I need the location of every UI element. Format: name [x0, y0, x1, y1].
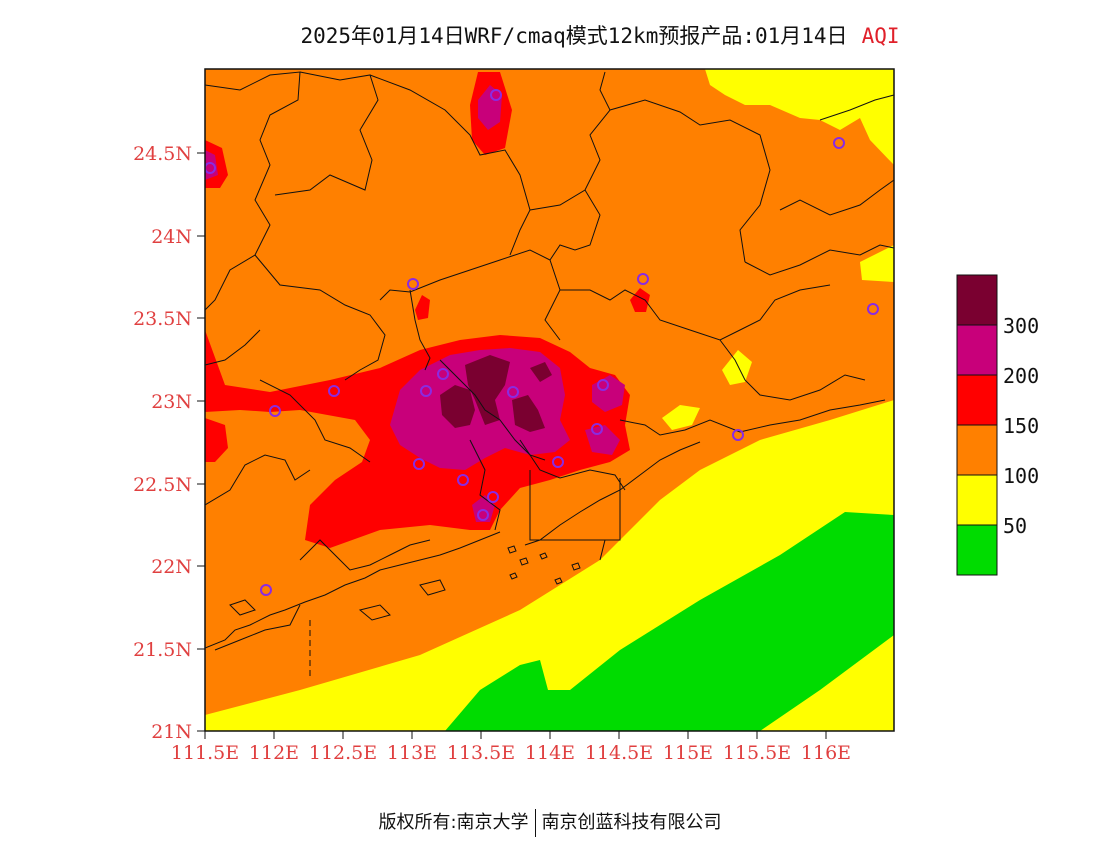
legend-swatch-unhealthy: [956, 374, 998, 426]
legend-swatch-moderate: [956, 424, 998, 476]
legend-label: 100: [1003, 464, 1039, 488]
x-tick-label: 112E: [249, 742, 299, 764]
station-marker: [413, 458, 425, 470]
aqi-zone-good-east: [860, 245, 894, 282]
aqi-field: [205, 69, 894, 731]
x-tick-label: 115.5E: [723, 742, 791, 764]
page-title: 2025年01月14日WRF/cmaq模式12km预报产品:01月14日 AQI: [0, 20, 1100, 54]
station-marker: [507, 386, 519, 398]
aqi-zone-hazardous-3: [512, 395, 545, 432]
variable-label: AQI: [861, 24, 900, 48]
station-marker: [732, 429, 744, 441]
aqi-zone-very-unhealthy-north: [478, 85, 502, 130]
x-axis: [204, 731, 827, 739]
copyright-footer: 版权所有:南京大学 南京创蓝科技有限公司: [0, 808, 1100, 838]
station-marker: [490, 89, 502, 101]
legend-swatch-very-unhealthy: [956, 324, 998, 376]
footer-divider: [534, 809, 536, 837]
aqi-zone-good-coast1: [722, 350, 752, 385]
aqi-zone-unhealthy-spot3: [630, 288, 650, 312]
x-tick-label: 114E: [525, 742, 575, 764]
y-tick-label: 22N: [151, 556, 192, 578]
copyright-company: 南京创蓝科技有限公司: [541, 812, 722, 833]
x-tick-label: 115E: [663, 742, 713, 764]
aqi-zone-good-northeast: [705, 69, 894, 165]
y-tick-label: 23N: [151, 391, 192, 413]
x-tick-label: 114.5E: [585, 742, 653, 764]
boundary-lines: [205, 71, 894, 651]
station-marker: [591, 423, 603, 435]
aqi-zone-hazardous-1: [440, 385, 475, 428]
station-marker: [637, 273, 649, 285]
legend-label: 50: [1003, 514, 1027, 538]
y-tick-label: 24N: [151, 226, 192, 248]
forecast-title: 2025年01月14日WRF/cmaq模式12km预报产品:01月14日: [300, 24, 848, 48]
legend-swatch-hazardous: [956, 274, 998, 326]
coastline: [205, 441, 701, 680]
station-marker: [833, 137, 845, 149]
aqi-zone-good-coast2: [662, 405, 700, 430]
y-tick-label: 24.5N: [133, 143, 192, 165]
station-marker: [269, 405, 281, 417]
islands: [507, 545, 581, 585]
legend-swatch-good: [956, 474, 998, 526]
y-tick-label: 22.5N: [133, 474, 192, 496]
station-marker: [457, 474, 469, 486]
y-tick-label: 23.5N: [133, 308, 192, 330]
station-marker: [437, 368, 449, 380]
x-tick-label: 113E: [387, 742, 437, 764]
station-marker: [328, 385, 340, 397]
x-tick-label: 112.5E: [309, 742, 377, 764]
y-tick-label: 21.5N: [133, 639, 192, 661]
station-marker: [260, 584, 272, 596]
station-marker: [477, 509, 489, 521]
aqi-zone-hazardous-4: [530, 362, 552, 382]
x-tick-label: 113.5E: [447, 742, 515, 764]
legend: 300 200 150 100 50: [956, 274, 1039, 576]
aqi-zone-excellent: [445, 512, 894, 731]
station-marker: [420, 385, 432, 397]
aqi-zone-very-unhealthy-east: [592, 375, 625, 412]
station-marker: [552, 456, 564, 468]
legend-label: 300: [1003, 314, 1039, 338]
copyright-owner: 版权所有:南京大学: [378, 812, 529, 833]
station-marker: [597, 379, 609, 391]
x-tick-label: 116E: [801, 742, 851, 764]
aqi-zone-unhealthy-west: [205, 418, 228, 462]
station-marker: [407, 278, 419, 290]
station-marker: [205, 162, 216, 174]
x-tick-label: 111.5E: [171, 742, 239, 764]
aqi-zone-hazardous-2: [465, 355, 510, 425]
aqi-zone-unhealthy-spot2: [415, 295, 430, 320]
legend-label: 200: [1003, 364, 1039, 388]
y-axis: [197, 152, 205, 732]
legend-swatch-excellent: [956, 524, 998, 576]
station-marker: [487, 491, 499, 503]
y-tick-label: 21N: [151, 721, 192, 743]
legend-label: 150: [1003, 414, 1039, 438]
station-marker: [867, 303, 879, 315]
station-markers: [205, 89, 879, 596]
